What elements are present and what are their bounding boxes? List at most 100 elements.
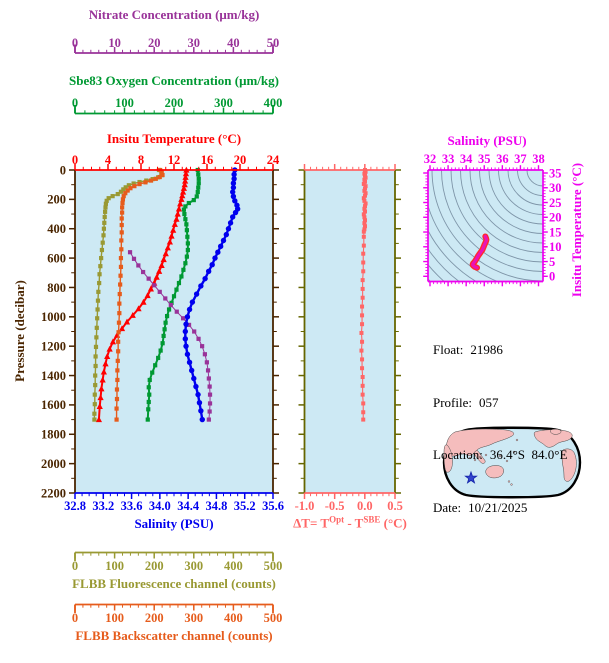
nitrate-axis-tick-label: 50	[267, 36, 280, 50]
data-point-fluorescence	[92, 417, 97, 422]
nitrate-axis-tick-label: 0	[72, 36, 78, 50]
fluorescence-axis-tick-label: 0	[72, 559, 78, 573]
map-land-north-america	[533, 429, 573, 448]
fluorescence-axis-tick-label: 200	[145, 559, 164, 573]
pressure-tick-label: 1200	[41, 339, 66, 353]
map-land-africa	[443, 444, 453, 473]
data-point-fluorescence	[92, 392, 97, 397]
map-land-greenland	[550, 428, 562, 435]
data-point-backscatter	[114, 396, 120, 402]
data-point-delta-t	[362, 198, 367, 203]
fluorescence-axis-tick-label: 100	[105, 559, 124, 573]
delta-t-bottom-axis-tick-label: 0.0	[357, 499, 373, 513]
data-point-fluorescence	[99, 255, 104, 261]
data-point-salinity	[220, 237, 227, 244]
data-point-backscatter	[159, 170, 164, 175]
data-point-oxygen	[181, 207, 186, 212]
data-point-nitrate	[206, 417, 211, 422]
nitrate-axis-tick-label: 10	[108, 36, 121, 50]
nitrate-axis-tick-label: 40	[227, 36, 240, 50]
data-point-backscatter	[118, 255, 124, 261]
data-point-delta-t	[363, 191, 368, 196]
data-point-backscatter	[117, 291, 122, 297]
data-point-salinity	[231, 176, 237, 182]
ts-y-tick-label: 35	[549, 166, 562, 180]
data-point-temperature	[178, 195, 185, 202]
data-point-fluorescence	[102, 214, 107, 220]
data-point-fluorescence	[126, 183, 131, 188]
data-point-oxygen	[184, 228, 189, 233]
data-point-oxygen	[176, 280, 182, 286]
data-point-salinity	[183, 343, 189, 349]
data-point-backscatter	[119, 222, 124, 228]
data-point-salinity	[193, 291, 200, 297]
data-point-salinity	[182, 328, 189, 335]
ts-x-tick-label: 35	[478, 152, 491, 166]
data-point-backscatter	[120, 197, 126, 202]
data-point-backscatter	[118, 273, 123, 278]
data-point-oxygen	[160, 341, 165, 346]
data-point-nitrate	[131, 256, 137, 261]
data-point-backscatter	[157, 174, 162, 180]
data-point-nitrate	[186, 322, 192, 327]
data-point-salinity	[227, 220, 234, 226]
data-point-delta-t	[361, 401, 366, 406]
pressure-tick-label: 0	[60, 163, 66, 177]
data-point-oxygen	[147, 392, 152, 397]
temperature-axis-tick-label: 24	[267, 153, 280, 167]
data-point-fluorescence	[102, 209, 108, 214]
data-point-temperature	[135, 305, 142, 312]
ts-y-tick-label: 20	[549, 211, 562, 225]
data-point-oxygen	[145, 417, 150, 422]
data-point-backscatter	[115, 368, 120, 373]
data-point-backscatter	[114, 406, 119, 411]
profile-label: Profile:	[433, 394, 472, 410]
temperature-axis-tick-label: 16	[201, 153, 214, 167]
data-point-nitrate	[202, 352, 207, 357]
data-point-nitrate	[207, 401, 213, 406]
data-point-nitrate	[206, 376, 211, 381]
data-point-salinity	[184, 351, 191, 357]
data-point-temperature	[171, 220, 178, 227]
float-info: Float: 21986 Profile: 057 Location: 36.4°S …	[433, 306, 567, 551]
data-point-nitrate	[163, 296, 168, 301]
delta-t-title-part1: ΔT= T	[293, 515, 330, 531]
data-point-fluorescence	[101, 233, 106, 238]
data-point-fluorescence	[93, 373, 98, 378]
salinity-axis-tick-label: 35.2	[234, 499, 256, 513]
salinity-axis-tick-label: 33.6	[121, 499, 143, 513]
data-point-fluorescence	[115, 191, 120, 197]
date-label: Date:	[433, 499, 462, 515]
data-point-delta-t	[360, 383, 365, 388]
data-point-fluorescence	[100, 240, 105, 245]
data-point-delta-t	[363, 218, 367, 223]
data-point-delta-t	[362, 227, 367, 232]
data-point-oxygen	[179, 274, 184, 279]
temperature-axis-tick-label: 4	[105, 153, 112, 167]
float-value: 21986	[470, 342, 503, 357]
ts-x-tick-label: 34	[460, 152, 473, 166]
salinity-axis-tick-label: 35.6	[262, 499, 284, 513]
data-point-delta-t	[361, 181, 366, 186]
data-point-oxygen	[196, 185, 201, 190]
map-land-australia	[485, 465, 504, 479]
salinity-axis-tick-label: 32.8	[64, 499, 86, 513]
data-point-fluorescence	[96, 289, 101, 294]
data-point-salinity	[202, 275, 208, 282]
data-point-fluorescence	[94, 325, 99, 330]
float-info-line-profile: Profile: 057	[433, 394, 567, 412]
data-point-delta-t	[363, 175, 368, 180]
fluorescence-axis-tick-label: 500	[264, 559, 283, 573]
data-point-nitrate	[174, 309, 179, 314]
oxygen-axis-tick-label: 300	[214, 96, 233, 110]
backscatter-axis-tick-label: 200	[145, 611, 164, 625]
data-point-salinity	[189, 299, 196, 305]
data-point-temperature	[96, 403, 103, 409]
delta-t-bottom-axis-tick-label: 0.5	[387, 499, 403, 513]
data-point-oxygen	[146, 407, 151, 412]
data-point-nitrate	[136, 263, 141, 268]
data-point-nitrate	[157, 289, 162, 294]
data-point-delta-t	[363, 224, 367, 229]
data-point-backscatter	[117, 311, 122, 316]
data-point-fluorescence	[98, 264, 103, 269]
